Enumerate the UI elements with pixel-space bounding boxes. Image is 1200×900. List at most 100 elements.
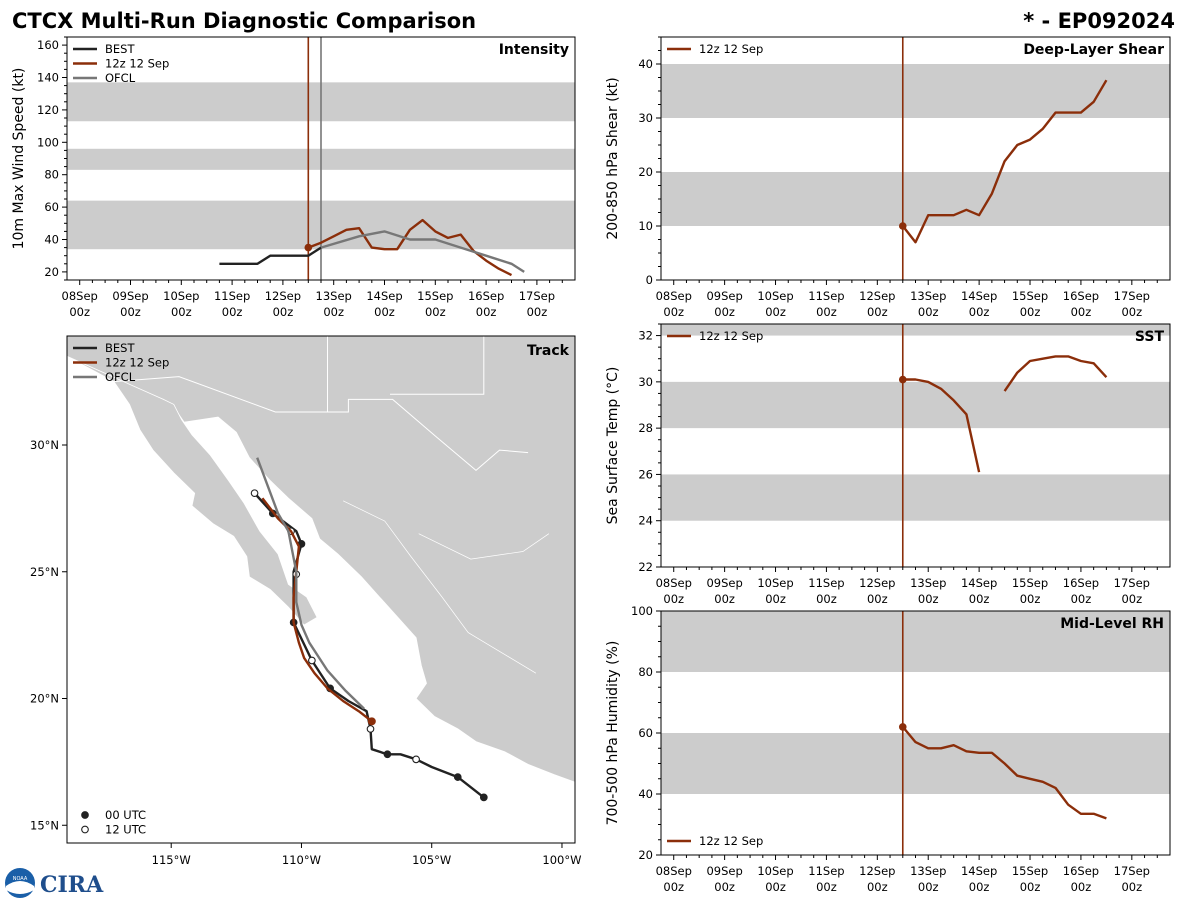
x-tick-label-day: 11Sep bbox=[808, 576, 844, 590]
y-tick-label: 30 bbox=[638, 375, 653, 389]
land-mainland bbox=[67, 336, 575, 783]
x-tick-label-hour: 00z bbox=[273, 305, 294, 319]
y-tick-label: 20 bbox=[638, 165, 653, 179]
x-tick-label-day: 10Sep bbox=[163, 289, 199, 303]
state-line bbox=[418, 533, 550, 560]
track-panel: 115°W 110°W 105°W 100°W 15°N 20°N 25°N 30°N Trac… bbox=[30, 335, 582, 867]
y-tick-label: 26 bbox=[638, 467, 653, 481]
x-tick-label-day: 10Sep bbox=[757, 864, 793, 878]
band-group bbox=[661, 611, 1170, 794]
init-marker bbox=[304, 243, 313, 252]
series-line-run bbox=[901, 79, 1108, 244]
state-line bbox=[342, 500, 537, 674]
x-tick-label-hour: 00z bbox=[765, 880, 786, 894]
x-tick-label-hour: 00z bbox=[663, 592, 684, 606]
y-tick-label: 100 bbox=[631, 604, 653, 618]
x-tick-label-hour: 00z bbox=[1020, 880, 1041, 894]
y-tick-label: 24 bbox=[638, 514, 653, 528]
shear-panel: 0 10 20 30 40 08Sep 00z 09Sep 00z 10Sep 00z 11Sep 00… bbox=[605, 36, 1171, 319]
track-line-ofcl bbox=[256, 457, 365, 710]
noaa-seal-text: NOAA bbox=[13, 876, 28, 882]
x-tick-label-hour: 00z bbox=[918, 880, 939, 894]
y-tick-label: 32 bbox=[638, 329, 653, 343]
track-marker-00utc bbox=[479, 793, 488, 802]
series-group bbox=[902, 355, 1108, 473]
x-tick-label-hour: 00z bbox=[527, 305, 548, 319]
y-tick-label: 140 bbox=[37, 71, 59, 85]
legend-label: 12z 12 Sep bbox=[699, 834, 763, 848]
y-tick-label: 160 bbox=[37, 38, 59, 52]
panel-title: Intensity bbox=[499, 42, 569, 58]
band-group bbox=[661, 64, 1170, 226]
legend-label: BEST bbox=[105, 341, 135, 355]
series-line-best bbox=[219, 246, 322, 265]
x-tick-label-day: 08Sep bbox=[656, 864, 692, 878]
y-tick-label: 20 bbox=[44, 265, 59, 279]
x-tick-label-day: 11Sep bbox=[808, 289, 844, 303]
x-tick-label-day: 13Sep bbox=[910, 864, 946, 878]
x-tick-label-hour: 00z bbox=[969, 592, 990, 606]
track-marker-00utc bbox=[383, 750, 392, 759]
x-tick-label-hour: 00z bbox=[714, 592, 735, 606]
x-tick-label: 100°W bbox=[542, 853, 581, 867]
plot-frame bbox=[660, 610, 1171, 856]
x-tick-label-day: 17Sep bbox=[1114, 576, 1150, 590]
x-tick-label: 110°W bbox=[282, 853, 321, 867]
x-tick-label-day: 13Sep bbox=[910, 576, 946, 590]
x-tick-label-hour: 00z bbox=[816, 305, 837, 319]
x-tick-label-day: 15Sep bbox=[1012, 289, 1048, 303]
track-marker-12utc bbox=[412, 755, 420, 764]
series-group bbox=[901, 726, 1107, 820]
x-tick-label-hour: 00z bbox=[969, 305, 990, 319]
x-tick-label-day: 16Sep bbox=[1063, 576, 1099, 590]
x-tick-label-day: 09Sep bbox=[706, 289, 742, 303]
x-tick-label-day: 13Sep bbox=[316, 289, 352, 303]
noaa-wave-icon bbox=[6, 881, 34, 894]
legend-label: OFCL bbox=[105, 71, 136, 85]
y-tick-label: 40 bbox=[44, 233, 59, 247]
x-tick-label-day: 12Sep bbox=[859, 576, 895, 590]
x-tick-label-day: 14Sep bbox=[961, 864, 997, 878]
legend-label: 12z 12 Sep bbox=[699, 329, 763, 343]
y-axis-label: 700-500 hPa Humidity (%) bbox=[605, 641, 621, 826]
x-tick-label-day: 08Sep bbox=[656, 576, 692, 590]
x-tick-label-hour: 00z bbox=[69, 305, 90, 319]
x-tick-label-hour: 00z bbox=[1020, 305, 1041, 319]
x-tick-label: 115°W bbox=[152, 853, 191, 867]
x-tick-label-day: 15Sep bbox=[417, 289, 453, 303]
x-tick-label-hour: 00z bbox=[171, 305, 192, 319]
cira-logo: CIRA bbox=[40, 872, 104, 898]
legend-label: OFCL bbox=[105, 370, 136, 384]
band-group bbox=[661, 324, 1170, 521]
series-line-run bbox=[901, 726, 1107, 820]
y-axis-label: 10m Max Wind Speed (kt) bbox=[11, 68, 27, 250]
border-line bbox=[390, 336, 485, 395]
x-tick-label-hour: 00z bbox=[476, 305, 497, 319]
shaded-band bbox=[661, 381, 1170, 429]
legend-label: 12z 12 Sep bbox=[105, 356, 169, 370]
x-tick-label-hour: 00z bbox=[1121, 305, 1142, 319]
x-tick-label-hour: 00z bbox=[323, 305, 344, 319]
series-line-ofcl bbox=[320, 230, 525, 273]
y-tick-label: 0 bbox=[646, 273, 653, 287]
shaded-band bbox=[661, 64, 1170, 118]
border-line bbox=[113, 376, 529, 472]
x-tick-label-hour: 00z bbox=[1121, 592, 1142, 606]
x-tick-label-hour: 00z bbox=[425, 305, 446, 319]
init-marker bbox=[898, 723, 907, 731]
x-tick-label-day: 14Sep bbox=[961, 289, 997, 303]
panel-title: Mid-Level RH bbox=[1060, 616, 1164, 632]
track-marker-12utc bbox=[250, 489, 259, 498]
track-init-marker bbox=[367, 717, 376, 726]
legend-marker-00utc bbox=[81, 811, 89, 819]
x-tick-label-hour: 00z bbox=[816, 880, 837, 894]
x-tick-label-day: 15Sep bbox=[1012, 864, 1048, 878]
plot-frame bbox=[660, 36, 1171, 281]
shaded-band bbox=[661, 611, 1170, 672]
x-tick-label-hour: 00z bbox=[663, 305, 684, 319]
x-tick-label-day: 16Sep bbox=[1063, 864, 1099, 878]
x-tick-label-hour: 00z bbox=[867, 592, 888, 606]
x-tick-label-hour: 00z bbox=[765, 305, 786, 319]
y-tick-label: 20 bbox=[638, 848, 653, 862]
